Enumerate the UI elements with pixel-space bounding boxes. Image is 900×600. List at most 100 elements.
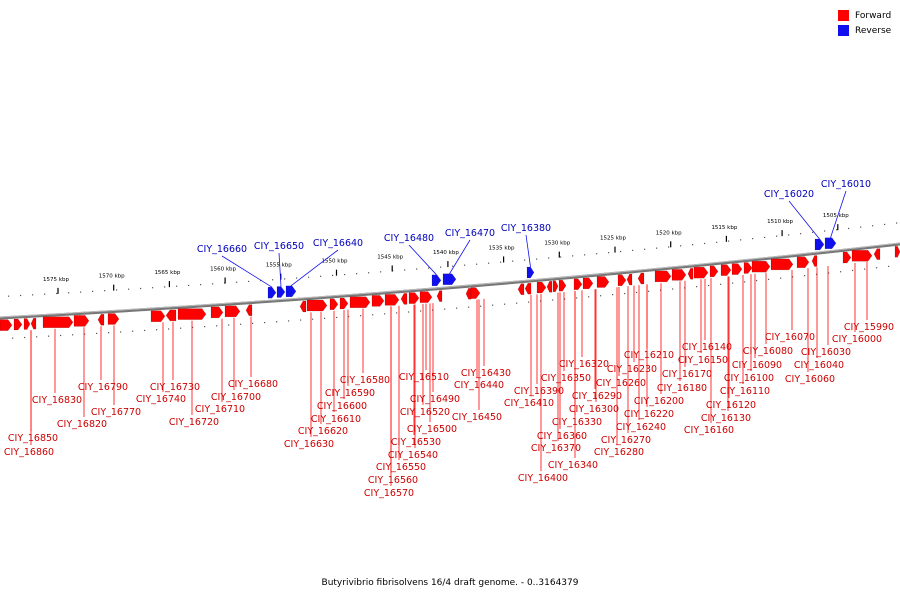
track-dot bbox=[264, 321, 266, 324]
forward-gene bbox=[329, 298, 339, 310]
forward-gene bbox=[150, 310, 166, 322]
forward-gene bbox=[720, 264, 732, 276]
callout-line bbox=[830, 190, 847, 238]
forward-gene bbox=[637, 272, 645, 285]
track-dot bbox=[284, 278, 286, 280]
track-dot bbox=[144, 329, 146, 332]
forward-genes bbox=[0, 246, 900, 331]
forward-gene bbox=[245, 304, 253, 317]
track-dot bbox=[8, 295, 10, 297]
track-dot bbox=[416, 268, 418, 270]
track-dot bbox=[156, 329, 158, 331]
track-dot bbox=[240, 323, 242, 325]
track-dot bbox=[368, 272, 370, 274]
forward-gene bbox=[465, 287, 472, 300]
track-dot bbox=[804, 275, 806, 277]
scale-track bbox=[8, 222, 898, 297]
track-dot bbox=[696, 286, 698, 288]
track-dot bbox=[308, 276, 310, 278]
gene-label: CIY_16740 bbox=[136, 394, 186, 405]
scale-ticks: 1575 kbp 1570 kbp 1565 kbp 1560 kbp 1555 kbp… bbox=[43, 213, 849, 294]
gene-label: CIY_16630 bbox=[284, 439, 334, 450]
forward-gene bbox=[400, 293, 408, 305]
track-dot bbox=[372, 314, 374, 316]
gene-label: CIY_16550 bbox=[376, 462, 426, 473]
track-dot bbox=[48, 335, 50, 337]
track-dot bbox=[744, 281, 746, 283]
forward-swatch bbox=[838, 10, 849, 21]
track-dot bbox=[296, 277, 298, 279]
gene-label: CIY_16210 bbox=[624, 350, 674, 361]
gene-label: CIY_16640 bbox=[313, 238, 363, 249]
track-dot bbox=[120, 331, 122, 333]
gene-label: CIY_16490 bbox=[410, 394, 460, 405]
track-dot bbox=[680, 245, 682, 247]
track-dot bbox=[360, 315, 362, 317]
reverse-gene bbox=[431, 274, 442, 287]
scale-tick-label: 1575 kbp bbox=[43, 277, 69, 283]
gene-label: CIY_16320 bbox=[559, 359, 609, 370]
reverse-gene bbox=[526, 266, 535, 279]
forward-gene bbox=[470, 287, 481, 299]
gene-label: CIY_16120 bbox=[706, 400, 756, 411]
gene-label: CIY_16000 bbox=[832, 334, 882, 345]
gene-label: CIY_16510 bbox=[399, 372, 449, 383]
track-dot bbox=[116, 289, 118, 291]
track-dot bbox=[236, 281, 238, 283]
forward-gene bbox=[558, 279, 567, 292]
forward-gene bbox=[165, 309, 177, 322]
legend-forward-label: Forward bbox=[855, 10, 892, 21]
track-dot bbox=[332, 274, 334, 277]
track-dot bbox=[20, 294, 22, 297]
gene-label: CIY_16710 bbox=[195, 404, 245, 415]
forward-gene bbox=[654, 270, 672, 283]
track-dot bbox=[644, 248, 646, 250]
gene-label: CIY_16850 bbox=[8, 433, 58, 444]
gene-label: CIY_16280 bbox=[594, 447, 644, 458]
gene-label: CIY_16620 bbox=[298, 426, 348, 437]
gene-label: CIY_16470 bbox=[445, 228, 495, 239]
gene-label: CIY_16860 bbox=[4, 447, 54, 458]
track-dot bbox=[672, 288, 674, 290]
track-dot bbox=[356, 273, 358, 275]
gene-label: CIY_16770 bbox=[91, 407, 141, 418]
track-dot bbox=[896, 222, 898, 224]
scale-tick-label: 1510 kbp bbox=[767, 219, 793, 225]
track-dot bbox=[620, 250, 622, 253]
gene-label: CIY_16700 bbox=[211, 392, 261, 403]
track-dot bbox=[404, 269, 406, 271]
track-dot bbox=[476, 263, 478, 265]
callout-line bbox=[525, 234, 531, 268]
forward-gene bbox=[851, 250, 873, 262]
forward-gene bbox=[617, 274, 627, 287]
gene-label: CIY_15990 bbox=[844, 322, 894, 333]
track-dot bbox=[452, 265, 454, 267]
track-dot bbox=[96, 332, 98, 334]
gene-label: CIY_16370 bbox=[531, 443, 581, 454]
reverse-swatch bbox=[838, 25, 849, 36]
gene-label: CIY_16540 bbox=[388, 450, 438, 461]
gene-label: CIY_16600 bbox=[317, 401, 367, 412]
track-dot bbox=[104, 290, 106, 292]
forward-gene bbox=[894, 246, 900, 258]
gene-label: CIY_16230 bbox=[607, 364, 657, 375]
track-dot bbox=[168, 328, 170, 330]
reverse-gene bbox=[814, 238, 825, 251]
callout-line bbox=[278, 252, 282, 287]
track-dot bbox=[528, 301, 530, 303]
track-dot bbox=[128, 288, 130, 290]
gene-label: CIY_16390 bbox=[514, 386, 564, 397]
gene-label: CIY_16680 bbox=[228, 379, 278, 390]
gene-label: CIY_16820 bbox=[57, 419, 107, 430]
track-dot bbox=[728, 240, 730, 242]
forward-gene bbox=[524, 282, 532, 295]
gene-label: CIY_16010 bbox=[821, 179, 871, 190]
track-dot bbox=[480, 305, 482, 307]
track-dot bbox=[836, 229, 838, 231]
gene-label: CIY_16830 bbox=[32, 395, 82, 406]
gene-label: CIY_16040 bbox=[794, 360, 844, 371]
track-dot bbox=[152, 287, 154, 289]
track-dot bbox=[260, 279, 262, 282]
track-dot bbox=[164, 286, 166, 288]
legend-reverse-label: Reverse bbox=[855, 25, 892, 36]
